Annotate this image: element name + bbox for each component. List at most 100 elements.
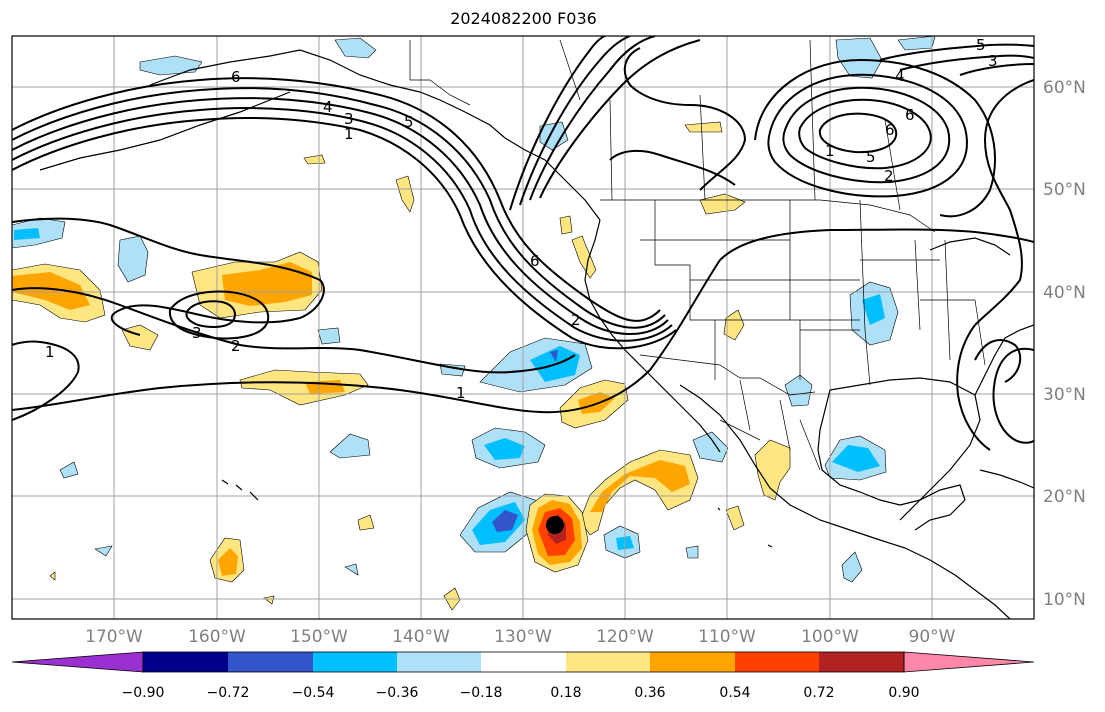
contour-line (899, 54, 1034, 71)
contour-label: 6 (231, 68, 241, 86)
neg-anomaly-region (139, 55, 203, 76)
colorbar-segment (566, 652, 650, 672)
colorbar-tick-label: −0.90 (122, 685, 165, 701)
islands (717, 507, 773, 548)
lon-tick-label: 120°W (596, 627, 654, 647)
contour-label: 1 (344, 125, 354, 143)
hawaii-islands (221, 479, 259, 501)
pos-anomaly-region (725, 505, 745, 531)
contour-line (12, 97, 669, 336)
neg-anomaly-region (94, 545, 113, 557)
us-state-borders (640, 199, 986, 386)
contour-label: 5 (866, 148, 876, 166)
lat-tick-label: 10°N (1043, 590, 1086, 610)
lon-tick-label: 100°W (801, 627, 859, 647)
contour-label: 1 (825, 142, 835, 160)
map-frame (11, 35, 1035, 620)
neg-anomaly-region (334, 37, 377, 59)
contour-line (754, 58, 996, 218)
colorbar-tick-label: −0.18 (460, 685, 503, 701)
alaska-coast (149, 49, 506, 139)
contour-line (12, 77, 661, 322)
colorbar-tick-labels: −0.90 −0.72 −0.54 −0.36 −0.18 0.18 0.36 … (122, 685, 920, 701)
lon-tick-label: 170°W (85, 627, 143, 647)
pos-anomaly-region (684, 121, 723, 133)
us-mexico-border (639, 354, 816, 396)
pos-anomaly-region (699, 193, 746, 215)
contour-line (12, 87, 666, 329)
lat-tick-label: 60°N (1043, 78, 1086, 98)
neg-anomaly-region (484, 438, 525, 460)
contour-label: 2 (884, 167, 894, 185)
pos-anomaly-region (121, 324, 159, 351)
colorbar-segment (313, 652, 397, 672)
colorbar-tick-label: −0.72 (207, 685, 250, 701)
contour-line (12, 117, 677, 350)
colorbar-tick-label: −0.36 (376, 685, 419, 701)
contour-labels: 6 5 4 3 1 6 2 1 3 1 2 6 5 4 3 2 1 5 6 (45, 36, 998, 402)
central-america (904, 547, 1011, 619)
colorbar-segment (481, 652, 566, 672)
lat-tick-labels: 10°N 20°N 30°N 40°N 50°N 60°N (1043, 78, 1086, 610)
lon-tick-label: 110°W (698, 627, 756, 647)
colorbar-tick-label: 0.54 (719, 685, 750, 701)
contour-label: 1 (456, 384, 466, 402)
cuba (979, 469, 1034, 489)
pos-anomaly-region (357, 514, 375, 531)
contour-line (539, 39, 701, 199)
lon-tick-label: 160°W (188, 627, 246, 647)
contour-label: 5 (976, 36, 986, 54)
contour-line (818, 112, 898, 154)
lat-tick-label: 30°N (1043, 385, 1086, 405)
contour-line (782, 86, 951, 184)
great-lakes (929, 237, 1011, 256)
contour-line (959, 63, 1034, 76)
contour-line (519, 36, 631, 206)
contour-line (185, 300, 236, 328)
neg-anomaly-region (317, 327, 341, 345)
contour-line (956, 79, 1034, 451)
contour-lines (12, 36, 1034, 451)
colorbar-tick-label: −0.54 (292, 685, 335, 701)
contour-label: 5 (404, 113, 414, 131)
contour-label: 4 (323, 98, 333, 116)
contour-label: 6 (885, 121, 895, 139)
colorbar-segment (397, 652, 481, 672)
contour-label: 3 (988, 52, 998, 70)
colorbar-tick-label: 0.18 (550, 685, 581, 701)
contour-label: 1 (45, 343, 55, 361)
colorbar (11, 651, 1035, 673)
colorbar-segment (650, 652, 735, 672)
colorbar-segment (819, 652, 904, 672)
contour-line (798, 98, 932, 170)
alaska-canada-border (409, 40, 471, 106)
neg-anomaly-region (492, 510, 518, 532)
florida-coast (974, 324, 1034, 396)
pos-anomaly-region (263, 595, 275, 605)
pos-anomaly-region (239, 369, 369, 406)
pos-anomaly-region (590, 460, 690, 512)
canada-province-borders (559, 39, 901, 211)
contour-label: 2 (231, 337, 241, 355)
colorbar-tick-label: 0.72 (803, 685, 834, 701)
colorbar-segment (228, 652, 313, 672)
neg-anomaly-region (692, 431, 729, 463)
neg-anomaly-region (685, 545, 699, 559)
political-borders (409, 39, 986, 471)
lat-tick-label: 40°N (1043, 283, 1086, 303)
contour-line (509, 36, 606, 211)
contour-line (12, 228, 1034, 414)
pos-anomaly-region (395, 175, 415, 213)
baja-coast (654, 379, 721, 453)
contour-line (12, 340, 80, 421)
contour-label: 4 (895, 67, 905, 85)
neg-anomaly-region (841, 551, 863, 583)
contour-line (12, 217, 325, 336)
pos-anomaly-region (571, 235, 597, 279)
neg-anomaly-region (329, 433, 371, 459)
neg-anomaly-region (784, 374, 813, 407)
contour-line (168, 290, 270, 340)
colorbar-extend-high (903, 651, 1035, 673)
contour-label: 3 (192, 324, 202, 342)
contour-line (529, 36, 656, 201)
